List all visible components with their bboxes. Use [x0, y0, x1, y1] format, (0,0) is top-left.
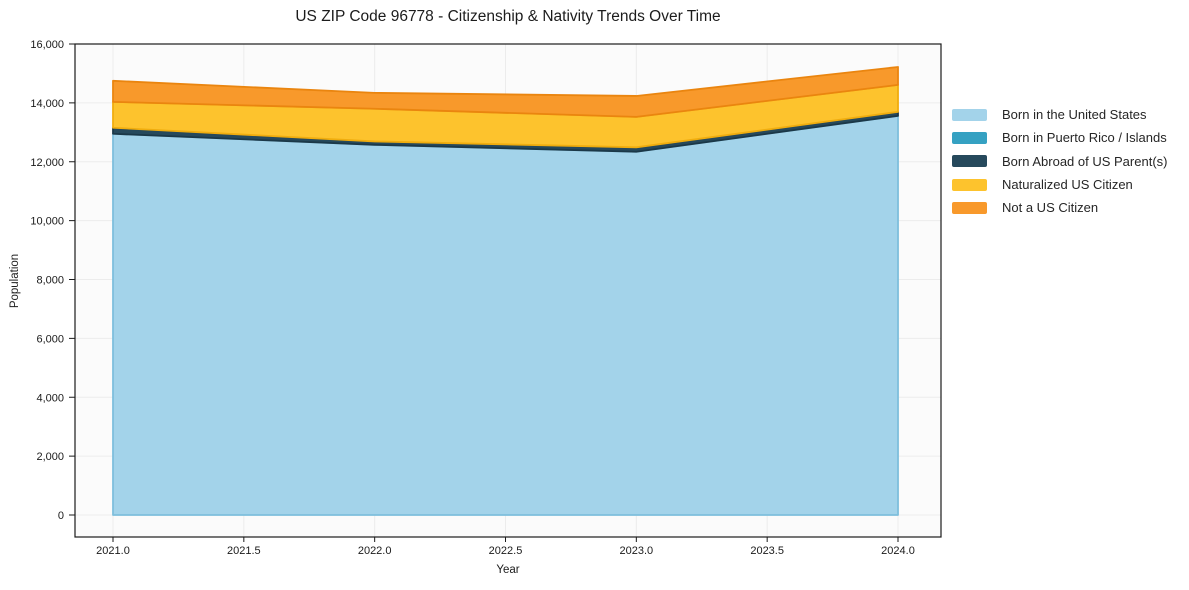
plot-frame: [74, 43, 942, 538]
legend-label: Born Abroad of US Parent(s): [1002, 153, 1168, 169]
legend-label: Born in Puerto Rico / Islands: [1002, 130, 1167, 146]
legend-swatch-icon: [952, 155, 987, 168]
legend-item: Born in the United States: [952, 103, 1167, 126]
legend-swatch-icon: [952, 201, 987, 214]
legend-item: Born Abroad of US Parent(s): [952, 150, 1167, 173]
x-tick-label: 2023.5: [750, 545, 784, 557]
y-tick-label: 0: [58, 510, 64, 522]
y-tick-label: 8,000: [36, 275, 64, 287]
legend-item: Born in Puerto Rico / Islands: [952, 126, 1167, 149]
legend-label: Naturalized US Citizen: [1002, 177, 1133, 193]
legend-swatch-icon: [952, 108, 987, 121]
x-tick-label: 2021.5: [227, 545, 261, 557]
area-born-in-the-united-states: [112, 114, 899, 516]
x-tick-label: 2021.0: [96, 545, 130, 557]
legend-label: Born in the United States: [1002, 107, 1147, 123]
y-tick-label: 6,000: [36, 333, 64, 345]
y-tick-label: 4,000: [36, 392, 64, 404]
x-tick-label: 2022.0: [358, 545, 392, 557]
y-tick-label: 10,000: [30, 216, 64, 228]
area-not-a-us-citizen: [112, 66, 899, 118]
legend-item: Not a US Citizen: [952, 196, 1167, 219]
chart-title: US ZIP Code 96778 - Citizenship & Nativi…: [295, 8, 721, 25]
legend-label: Not a US Citizen: [1002, 200, 1099, 216]
y-tick-label: 12,000: [30, 157, 64, 169]
y-tick-label: 2,000: [36, 451, 64, 463]
y-axis-label: Population: [9, 253, 21, 309]
legend-swatch-icon: [952, 178, 987, 191]
x-tick-label: 2022.5: [489, 545, 523, 557]
y-tick-label: 14,000: [30, 98, 64, 110]
x-tick-label: 2023.0: [620, 545, 654, 557]
x-axis-label: Year: [496, 564, 520, 576]
y-tick-label: 16,000: [30, 39, 64, 51]
legend-swatch-icon: [952, 131, 987, 144]
x-tick-label: 2024.0: [881, 545, 915, 557]
legend: Born in the United States Born in Puerto …: [952, 103, 1167, 219]
legend-item: Naturalized US Citizen: [952, 173, 1167, 196]
